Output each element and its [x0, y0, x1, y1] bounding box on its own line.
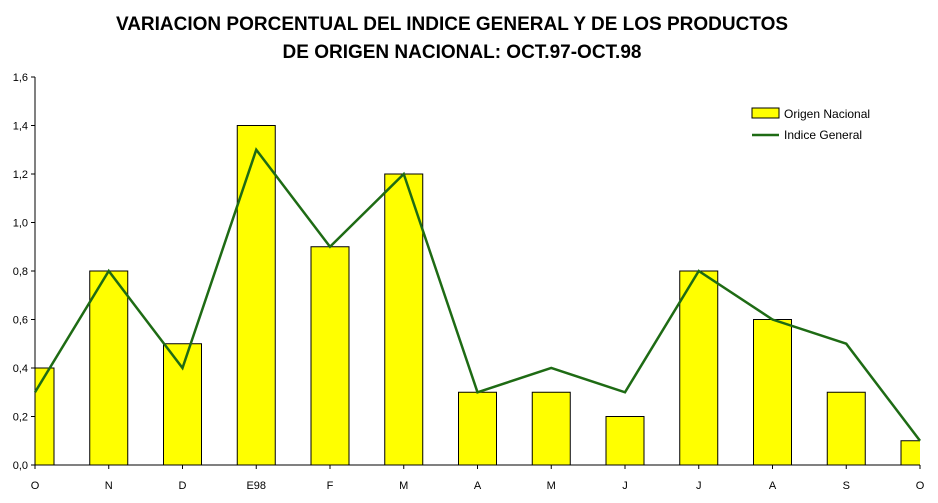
- x-tick-label-1: N: [105, 480, 113, 492]
- y-tick-label-8: 1,6: [13, 72, 28, 84]
- bar-10: [753, 319, 792, 465]
- x-tick-label-8: J: [622, 480, 628, 492]
- x-tick-label-11: S: [843, 480, 850, 492]
- bar-5: [384, 173, 424, 465]
- x-tick-label-0: O: [31, 480, 40, 492]
- y-tick-label-7: 1,4: [13, 121, 28, 133]
- y-tick-label-3: 0,6: [13, 315, 28, 327]
- y-tick-label-5: 1,0: [13, 218, 28, 230]
- x-tick-label-9: J: [696, 480, 702, 492]
- y-tick-label-6: 1,2: [13, 169, 28, 181]
- x-tick-label-12: O: [916, 480, 925, 492]
- x-tick-label-10: A: [769, 480, 777, 492]
- x-tick-label-3: E98: [246, 480, 266, 492]
- bar-11: [826, 391, 866, 465]
- x-tick-label-6: A: [474, 480, 482, 492]
- legend-label-indice-general: Indice General: [784, 128, 862, 142]
- bar-3: [236, 125, 276, 465]
- y-tick-label-0: 0,0: [13, 460, 28, 472]
- x-tick-label-5: M: [399, 480, 408, 492]
- x-tick-label-2: D: [179, 480, 187, 492]
- x-tick-label-7: M: [547, 480, 556, 492]
- bar-series-origen-nacional: [35, 125, 920, 465]
- x-tick-label-4: F: [327, 480, 334, 492]
- y-tick-label-1: 0,2: [13, 412, 28, 424]
- bar-7: [531, 391, 571, 465]
- y-tick-label-4: 0,8: [13, 266, 28, 278]
- bar-2: [163, 343, 202, 465]
- chart-title-line1: VARIACION PORCENTUAL DEL INDICE GENERAL …: [116, 14, 788, 35]
- bar-4: [310, 246, 350, 465]
- chart-title-line2: DE ORIGEN NACIONAL: OCT.97-OCT.98: [283, 42, 642, 63]
- bar-6: [458, 391, 497, 465]
- plot-area: 0,0 0,2 0,4 0,6 0,8 1,0 1,2 1,4 1,6 O N D E98 F M A M J J A…: [13, 72, 925, 492]
- bar-1: [89, 270, 129, 465]
- bar-12: [900, 440, 920, 465]
- legend: Origen Nacional Indice General: [751, 107, 870, 142]
- bar-8: [605, 416, 645, 465]
- bar-0: [35, 367, 55, 465]
- y-tick-label-2: 0,4: [13, 363, 28, 375]
- legend-label-origen-nacional: Origen Nacional: [784, 107, 870, 121]
- bar-9: [679, 270, 719, 465]
- legend-swatch-origen-nacional: [751, 107, 780, 119]
